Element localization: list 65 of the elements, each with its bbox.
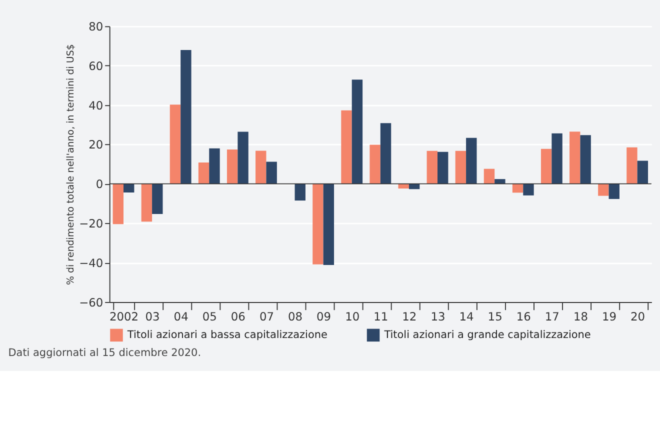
- bar: [123, 184, 134, 192]
- bar: [598, 184, 609, 196]
- y-tick-label: 0: [96, 177, 104, 192]
- bar: [494, 179, 506, 184]
- bar: [266, 162, 277, 184]
- x-tick-label: 10: [345, 310, 360, 324]
- x-tick-label: 20: [630, 310, 646, 324]
- x-tick-label: 14: [459, 310, 474, 324]
- bar: [141, 184, 152, 222]
- x-tick-label: 04: [174, 310, 188, 324]
- bar: [626, 147, 638, 184]
- bar: [323, 184, 334, 265]
- bar: [198, 162, 210, 184]
- bar: [426, 150, 438, 184]
- bar: [455, 150, 466, 184]
- bar: [226, 150, 238, 184]
- x-tick-label: 03: [145, 310, 160, 324]
- bar: [341, 110, 352, 184]
- x-tick-label: 13: [430, 310, 446, 324]
- bar: [180, 50, 192, 184]
- bar: [437, 152, 448, 184]
- text: Dati aggiornati al 15 dicembre 2020.: [8, 347, 202, 360]
- bar: [312, 184, 324, 264]
- y-tick-label: −60: [79, 295, 104, 310]
- bar: [152, 184, 163, 214]
- x-tick-label: 08: [288, 310, 302, 324]
- bar: [380, 123, 392, 184]
- x-tick-label: 05: [202, 310, 217, 324]
- x-tick-label: 19: [602, 310, 616, 324]
- bar: [540, 148, 552, 184]
- y-tick-label: 40: [88, 98, 104, 112]
- x-tick-label: 09: [316, 310, 332, 324]
- bar: [352, 80, 363, 184]
- y-tick-label: −40: [79, 256, 104, 270]
- bar: [570, 132, 580, 184]
- x-tick-label: 16: [516, 310, 531, 324]
- bar: [170, 104, 181, 184]
- x-tick-label: 15: [488, 310, 502, 324]
- bar: [112, 184, 124, 224]
- legend-label: Titoli azionari a grande capitalizzazione: [383, 329, 591, 342]
- y-tick-label: 20: [88, 138, 104, 152]
- x-tick-label: 11: [374, 310, 388, 324]
- bar: [238, 132, 248, 184]
- bar: [637, 160, 648, 184]
- x-tick-label: 17: [544, 310, 560, 324]
- bar: [370, 144, 380, 184]
- bar: [580, 135, 591, 184]
- x-tick-label: 07: [259, 310, 274, 324]
- bar: [466, 138, 477, 184]
- y-axis-title: % di rendimento totale nell'anno, in termini di US$: [65, 44, 76, 286]
- legend-label: Titoli azionari a bassa capitalizzazione: [126, 329, 328, 342]
- x-tick-label: 2002: [109, 310, 138, 324]
- x-tick-label: 06: [230, 310, 246, 324]
- bar: [294, 184, 306, 201]
- bar: [523, 184, 534, 196]
- y-tick-label: −20: [79, 216, 104, 230]
- bar: [209, 148, 220, 184]
- x-tick-label: 18: [573, 310, 588, 324]
- bar: [484, 168, 495, 184]
- bar: [608, 184, 620, 199]
- bar: [256, 150, 266, 184]
- y-tick-label: 60: [88, 58, 104, 73]
- y-tick-label: 80: [88, 19, 104, 34]
- x-tick-label: 12: [402, 310, 417, 324]
- bar: [552, 133, 562, 184]
